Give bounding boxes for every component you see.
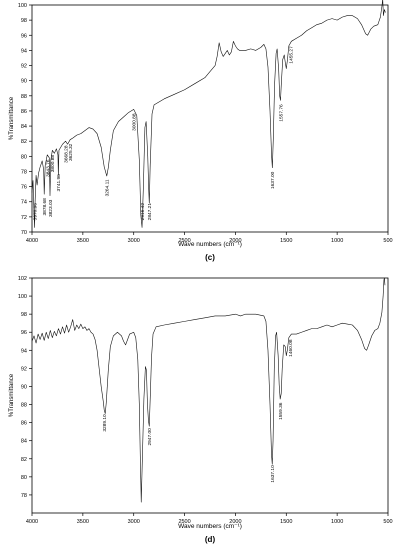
panel-d-y-tick-label: 94 bbox=[21, 348, 27, 354]
panel-d-y-tick-label: 96 bbox=[21, 330, 27, 336]
panel-c-y-tick-label: 70 bbox=[21, 230, 27, 236]
panel-c-y-tick-label: 92 bbox=[21, 64, 27, 70]
panel-d-peak-label: 1559.36 bbox=[278, 402, 284, 420]
panel-c-x-tick-label: 2000 bbox=[229, 238, 241, 244]
panel-d-x-tick-label: 4000 bbox=[26, 519, 38, 525]
panel-c-peak-label: 1637.00 bbox=[270, 171, 276, 189]
panel-c-y-tick-label: 90 bbox=[21, 79, 27, 85]
panel-c-x-tick-label: 1500 bbox=[280, 238, 292, 244]
panel-c-peak-label: 3668.28 bbox=[64, 145, 70, 163]
panel-c-y-tick-label: 78 bbox=[21, 169, 27, 175]
panel-c-y-tick-label: 94 bbox=[21, 48, 27, 54]
panel-d-y-tick-label: 82 bbox=[21, 457, 27, 463]
panel-c-peak-label: 3000.88 bbox=[131, 113, 137, 131]
panel-c-plot-frame bbox=[31, 4, 389, 233]
panel-d-peak-label: 1637.10 bbox=[270, 465, 276, 483]
panel-c-x-axis-label: Wave numbers (cm⁻¹) bbox=[178, 241, 242, 248]
panel-d-x-tick-label: 1000 bbox=[331, 519, 343, 525]
panel-c-peak-label: 2847.21 bbox=[147, 203, 153, 221]
panel-c-peak-label: 1557.76 bbox=[278, 104, 284, 122]
panel-d-y-tick-label: 78 bbox=[21, 493, 27, 499]
panel-c-peak-label: 3878.68 bbox=[42, 198, 48, 216]
panel-c-y-tick-label: 74 bbox=[21, 200, 27, 206]
panel-c-peak-label: 1455.27 bbox=[289, 46, 295, 64]
panel-c-label: (c) bbox=[205, 253, 215, 262]
panel-c-y-tick-label: 82 bbox=[21, 139, 27, 145]
panel-d-x-tick-label: 2500 bbox=[178, 519, 190, 525]
panel-d-spectrum-line bbox=[31, 277, 386, 503]
panel-c-y-tick-label: 86 bbox=[21, 109, 27, 115]
panel-d-y-tick-label: 100 bbox=[18, 294, 27, 300]
panel-d-y-tick-label: 98 bbox=[21, 312, 27, 318]
panel-c-peak-label: 3625.32 bbox=[68, 143, 74, 161]
panel-c-x-tick-label: 4000 bbox=[26, 238, 38, 244]
panel-d-peak-label: 1460.08 bbox=[288, 339, 294, 357]
panel-c-peak-label: 3800.88 bbox=[50, 155, 56, 173]
panel-c-y-tick-label: 76 bbox=[21, 185, 27, 191]
panel-c-peak-label: 3741.96 bbox=[56, 174, 62, 192]
panel-d-x-tick-label: 500 bbox=[383, 519, 392, 525]
panel-c-peak-label: 3823.03 bbox=[48, 199, 54, 217]
panel-d-peak-label: 2947.00 bbox=[147, 428, 153, 446]
panel-d-y-tick-label: 88 bbox=[21, 403, 27, 409]
panel-d-x-tick-label: 3000 bbox=[128, 519, 140, 525]
panel-d-x-tick-label: 2000 bbox=[229, 519, 241, 525]
panel-c-x-tick-label: 1000 bbox=[331, 238, 343, 244]
panel-d-y-tick-label: 90 bbox=[21, 384, 27, 390]
panel-c-y-tick-label: 72 bbox=[21, 215, 27, 221]
panel-c-peak-label: 3843.76 bbox=[46, 159, 52, 177]
panel-c-y-tick-label: 84 bbox=[21, 124, 27, 130]
panel-d-x-axis-label: Wave numbers (cm⁻¹) bbox=[178, 523, 242, 530]
panel-d-peak-label: 3289.10 bbox=[102, 414, 108, 432]
panel-c-x-tick-label: 500 bbox=[383, 238, 392, 244]
panel-c-x-tick-label: 3000 bbox=[128, 238, 140, 244]
panel-d-x-tick-label: 3500 bbox=[77, 519, 89, 525]
panel-d-y-tick-label: 80 bbox=[21, 475, 27, 481]
panel-c-x-tick-label: 2500 bbox=[178, 238, 190, 244]
panel-d-label: (d) bbox=[205, 535, 216, 544]
panel-c-peak-label: 3264.11 bbox=[105, 179, 111, 196]
panel-c-spectrum-line bbox=[31, 0, 386, 228]
panel-d-y-axis-label: %Transmittance bbox=[9, 373, 15, 417]
panel-d-plot-frame bbox=[31, 277, 389, 514]
panel-d-y-tick-label: 102 bbox=[18, 276, 27, 282]
panel-c-y-tick-label: 98 bbox=[21, 18, 27, 24]
panel-c-peak-label: 3970.96 bbox=[32, 203, 38, 221]
panel-d-y-tick-label: 84 bbox=[21, 439, 27, 445]
panel-c-x-tick-label: 3500 bbox=[77, 238, 89, 244]
panel-d-y-tick-label: 92 bbox=[21, 366, 27, 372]
panel-c-y-tick-label: 100 bbox=[18, 3, 27, 9]
panel-c-y-tick-label: 88 bbox=[21, 94, 27, 100]
panel-c-peak-label: 2916.42 bbox=[140, 203, 146, 221]
panel-c-y-tick-label: 80 bbox=[21, 154, 27, 160]
panel-d-y-tick-label: 86 bbox=[21, 421, 27, 427]
panel-c-y-tick-label: 96 bbox=[21, 33, 27, 39]
panel-d-x-tick-label: 1500 bbox=[280, 519, 292, 525]
panel-c-y-axis-label: %Transmittance bbox=[9, 96, 15, 140]
